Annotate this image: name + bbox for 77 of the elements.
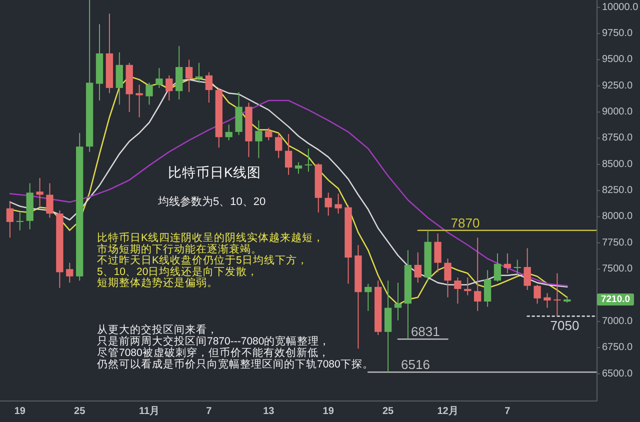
- x-tick-label: 7: [504, 406, 511, 417]
- candlestick: [534, 284, 541, 304]
- candlestick: [16, 212, 24, 231]
- candlestick: [464, 276, 472, 296]
- candlestick: [195, 62, 203, 84]
- annotation: 7050: [550, 318, 580, 334]
- y-tick-label: 7000.0: [602, 316, 634, 327]
- y-tick-label: 10000.0: [602, 2, 639, 13]
- annotation: 尽管7080被虚破刺穿，但币价不能有效创新低，: [97, 346, 330, 359]
- candlestick: [504, 252, 512, 274]
- candlestick: [364, 283, 372, 312]
- annotation: 比特币日K线四连阴收呈的阴线实体越来越短，: [97, 231, 324, 244]
- x-tick-label: 13: [263, 406, 275, 417]
- candlestick: [46, 182, 54, 218]
- candlestick: [524, 248, 531, 291]
- annotation: 仍然可以看成是币价只向宽幅整理区间的下轨7080下探。: [96, 358, 374, 370]
- candlestick: [275, 132, 282, 159]
- candlestick: [166, 74, 173, 102]
- y-tick-label: 9000.0: [602, 106, 634, 118]
- candlestick: [304, 148, 312, 172]
- candlestick: [284, 134, 292, 176]
- y-tick-label: 9250.0: [602, 80, 634, 92]
- candlestick: [474, 237, 482, 312]
- candlestick: [434, 232, 442, 273]
- y-tick-label: 8500.0: [602, 158, 634, 170]
- candlestick: [294, 162, 302, 174]
- y-tick-label: 7500.0: [602, 264, 634, 275]
- y-tick-label: 7750.0: [602, 237, 634, 248]
- annotation: 短期整体趋势还是偏弱。: [97, 276, 218, 290]
- x-tick-label: 25: [74, 406, 86, 417]
- annotation: 比特币日K线图: [168, 165, 262, 180]
- candlestick: [544, 292, 551, 308]
- candlestick: [255, 120, 262, 159]
- candlestick: [414, 252, 422, 284]
- candlestick: [454, 276, 462, 304]
- candlestick: [334, 193, 342, 214]
- candlestick: [554, 272, 561, 317]
- candlestick: [66, 262, 74, 284]
- annotation: 市场短期的下行动能在逐渐衰竭。: [97, 242, 262, 256]
- annotation: 7870: [450, 215, 480, 230]
- x-tick-label: 7: [206, 406, 212, 417]
- y-tick-label: 6750.0: [602, 342, 634, 354]
- annotation: 6516: [401, 357, 430, 372]
- candlestick: [185, 59, 193, 93]
- annotation: 不过昨天日K线收盘价仍位于5日均线下方，: [97, 254, 308, 267]
- y-tick-label: 8750.0: [602, 132, 634, 144]
- y-tick-label: 8250.0: [602, 185, 634, 196]
- text: 7210.0: [600, 294, 630, 305]
- candlestick: [484, 270, 492, 308]
- candlestick: [36, 177, 44, 207]
- candlestick: [494, 252, 502, 282]
- candlestick: [205, 72, 213, 104]
- x-tick-label: 12月: [437, 406, 458, 417]
- y-tick-label: 9500.0: [602, 54, 634, 66]
- y-tick-label: 6500.0: [602, 368, 634, 380]
- candlestick: [444, 258, 452, 298]
- candlestick: [265, 127, 272, 141]
- candlestick: [514, 259, 521, 277]
- x-tick-label: 19: [14, 406, 26, 417]
- annotation: 从更大的交投区间来看，: [97, 323, 218, 336]
- y-tick-label: 8000.0: [602, 211, 634, 222]
- candlestick: [156, 68, 163, 88]
- candlestick: [116, 52, 123, 106]
- x-tick-label: 25: [382, 406, 394, 417]
- x-tick-label: 11月: [138, 406, 160, 417]
- annotation: 5、10、20日均线还是向下发散，: [97, 264, 258, 278]
- candlestick: [324, 192, 332, 216]
- candlestick: [6, 200, 14, 238]
- x-tick-label: 19: [322, 406, 334, 417]
- annotation: 均线参数为5、10、20: [157, 195, 266, 208]
- candlestick: [146, 82, 153, 106]
- candlestick: [225, 124, 232, 141]
- candlestick: [136, 84, 143, 118]
- candlestick: [394, 282, 402, 321]
- annotation: 6831: [410, 324, 440, 340]
- annotation: 只是前两周大交投区间7870---7080的宽幅整理，: [97, 334, 330, 348]
- y-tick-label: 9750.0: [602, 28, 634, 40]
